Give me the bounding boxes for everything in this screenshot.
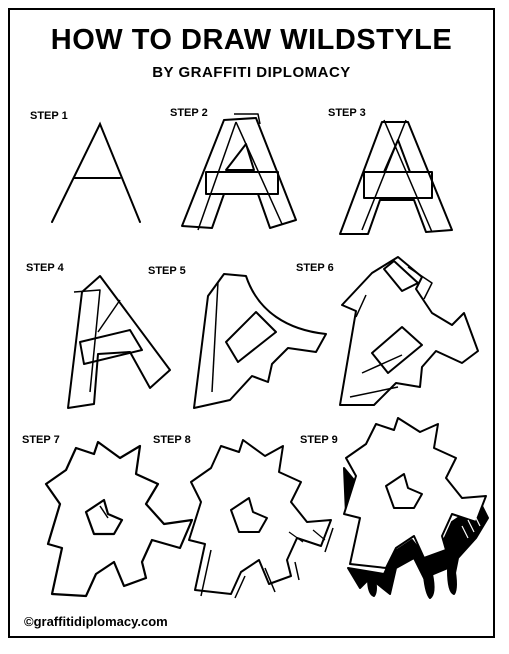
page-subtitle: BY GRAFFITI DIPLOMACY bbox=[152, 64, 351, 81]
step-4-label: STEP 4 bbox=[26, 262, 64, 274]
step-7-drawing bbox=[42, 440, 202, 600]
step-9-drawing bbox=[340, 417, 490, 600]
step-2-drawing bbox=[178, 110, 298, 240]
step-1-drawing bbox=[48, 118, 148, 228]
step-5-label: STEP 5 bbox=[148, 265, 186, 277]
step-8-drawing bbox=[185, 439, 335, 600]
step-3-label: STEP 3 bbox=[328, 107, 366, 119]
step-3-drawing bbox=[336, 110, 456, 240]
copyright-credit: ©graffitidiplomacy.com bbox=[24, 614, 168, 629]
step-1-label: STEP 1 bbox=[30, 110, 68, 122]
step-6-drawing bbox=[332, 255, 482, 415]
page-title: HOW TO DRAW WILDSTYLE bbox=[50, 24, 453, 56]
step-9-label: STEP 9 bbox=[300, 434, 338, 446]
poster-frame: HOW TO DRAW WILDSTYLE BY GRAFFITI DIPLOM… bbox=[8, 8, 495, 638]
step-5-drawing bbox=[190, 272, 330, 412]
step-7-label: STEP 7 bbox=[22, 434, 60, 446]
step-6-label: STEP 6 bbox=[296, 262, 334, 274]
step-2-label: STEP 2 bbox=[170, 107, 208, 119]
step-8-label: STEP 8 bbox=[153, 434, 191, 446]
step-4-drawing bbox=[60, 272, 178, 414]
